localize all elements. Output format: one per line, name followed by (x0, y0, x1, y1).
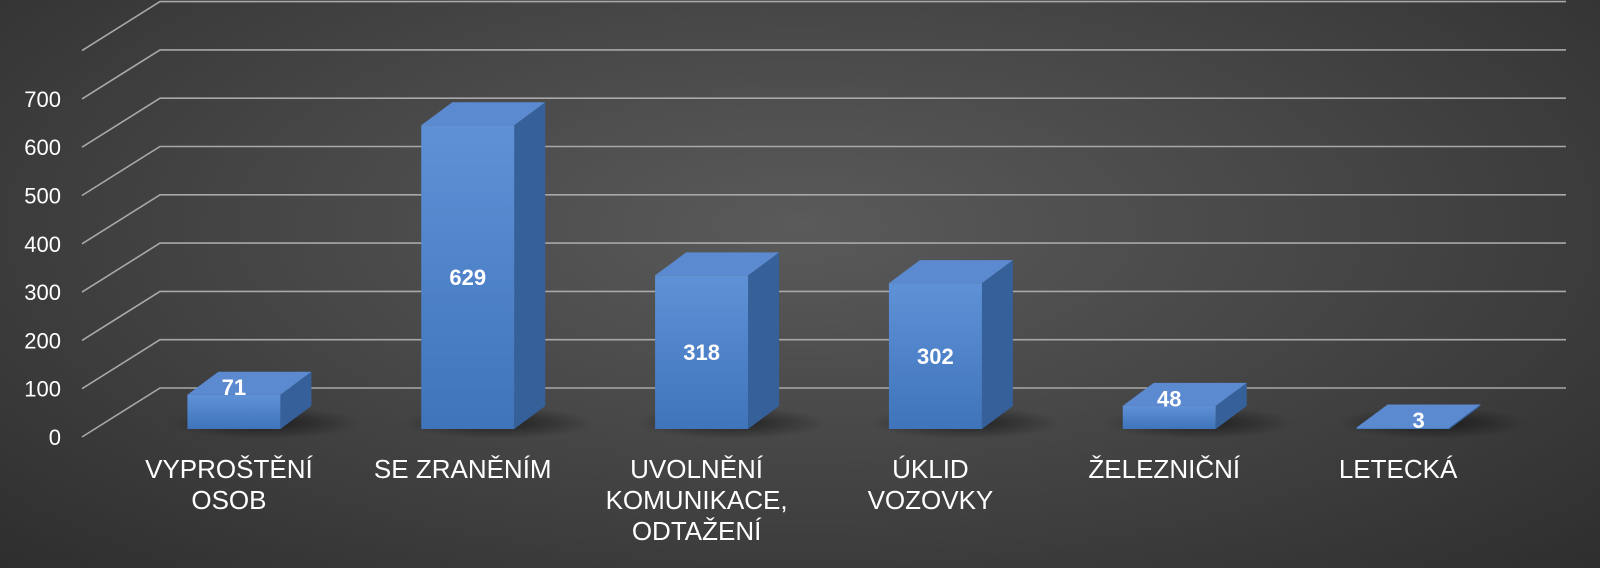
bar-top (187, 371, 312, 395)
bar (1356, 427, 1450, 429)
bar (187, 394, 281, 429)
gridline (81, 97, 1566, 148)
bar-top (1356, 404, 1481, 428)
x-axis-categories: VYPROŠTĚNÍ OSOB SE ZRANĚNÍM UVOLNĚNÍ KOMUNIK… (145, 454, 1458, 546)
bars: 71 629 318 302 48 3 (168, 102, 1529, 439)
x-category-label: ŽELEZNIČNÍ (1088, 454, 1240, 484)
data-label: 48 (1157, 386, 1181, 411)
y-tick-label: 700 (24, 87, 61, 112)
x-category-label: UVOLNĚNÍ KOMUNIKACE, ODTAŽENÍ (606, 454, 788, 546)
bar (655, 275, 749, 429)
y-tick-label: 200 (24, 328, 61, 353)
y-tick-label: 600 (24, 135, 61, 160)
bar (888, 283, 982, 429)
gridlines (81, 0, 1566, 438)
bar-side (981, 260, 1013, 429)
bar (421, 125, 515, 430)
gridline (81, 290, 1566, 342)
x-category-label: SE ZRANĚNÍM (374, 454, 552, 484)
y-axis-ticks: 0 100 200 300 400 500 600 700 (24, 87, 61, 450)
bar-top (421, 102, 546, 126)
gridline (81, 338, 1566, 390)
gridline (81, 242, 1566, 293)
y-tick-label: 0 (49, 425, 61, 450)
gridline (81, 0, 1566, 52)
y-tick-label: 100 (24, 377, 61, 402)
data-label: 3 (1412, 408, 1424, 433)
bar-side (748, 252, 780, 429)
bar-side (514, 102, 546, 430)
bar-top (888, 260, 1013, 284)
gridline (81, 145, 1566, 197)
gridline (81, 194, 1566, 245)
bar-top (1122, 382, 1247, 406)
data-label: 71 (222, 375, 246, 400)
x-category-label: LETECKÁ (1339, 454, 1458, 484)
y-tick-label: 300 (24, 280, 61, 305)
x-category-label: ÚKLID VOZOVKY (868, 454, 994, 515)
bar (1122, 405, 1216, 429)
data-label: 302 (917, 344, 954, 369)
data-label: 629 (449, 265, 486, 290)
y-tick-label: 500 (24, 184, 61, 209)
bar-side (1215, 382, 1247, 429)
y-tick-label: 400 (24, 232, 61, 257)
gridline (81, 387, 1566, 438)
bar-side (1449, 404, 1481, 429)
bar-top (655, 252, 780, 276)
data-label: 318 (683, 340, 720, 365)
x-category-label: VYPROŠTĚNÍ OSOB (145, 454, 313, 515)
bar-side (280, 371, 312, 429)
gridline (81, 49, 1566, 100)
